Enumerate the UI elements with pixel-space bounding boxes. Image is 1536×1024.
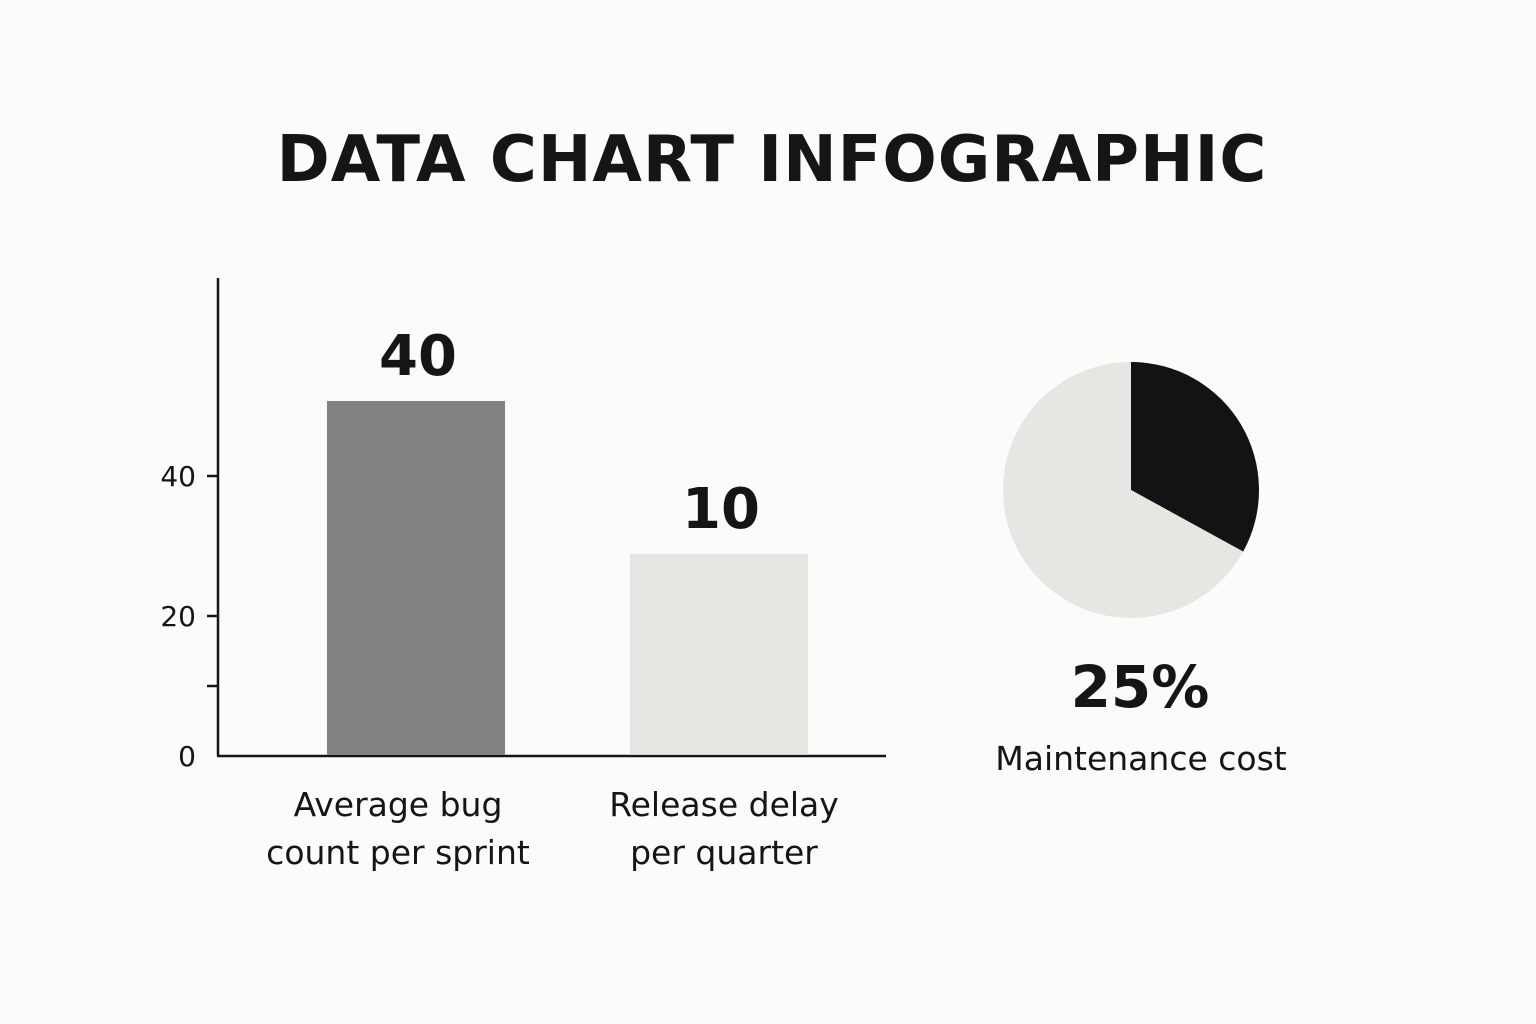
page-title: DATA CHART INFOGRAPHIC [277,123,1268,197]
x-category-label: Release delay [609,785,839,824]
x-category-label: per quarter [630,833,818,872]
y-tick-label: 0 [178,740,196,773]
y-tick-label: 40 [160,460,196,493]
bar-chart: 0 20 40 40 10 Average bug count per sprint Re… [160,278,886,872]
pie-slice-highlight [1131,362,1259,552]
bars [327,401,808,755]
bar-value-label: 10 [682,477,760,542]
y-tick-label: 20 [160,600,196,633]
pie-slice-rest [1003,362,1244,619]
value-labels: 40 10 [379,324,760,542]
x-category-label: count per sprint [266,833,530,872]
pie-slices [1003,362,1259,619]
x-category-label: Average bug [294,785,503,824]
bar [327,401,505,755]
y-ticks: 0 20 40 [160,460,218,773]
category-labels: Average bug count per sprint Release delay… [266,785,839,872]
bar-value-label: 40 [379,324,457,389]
pie-caption: Maintenance cost [995,739,1287,778]
pie-value-label: 25% [1071,653,1210,721]
pie-chart: 25% Maintenance cost [995,362,1287,778]
bar [630,554,808,755]
